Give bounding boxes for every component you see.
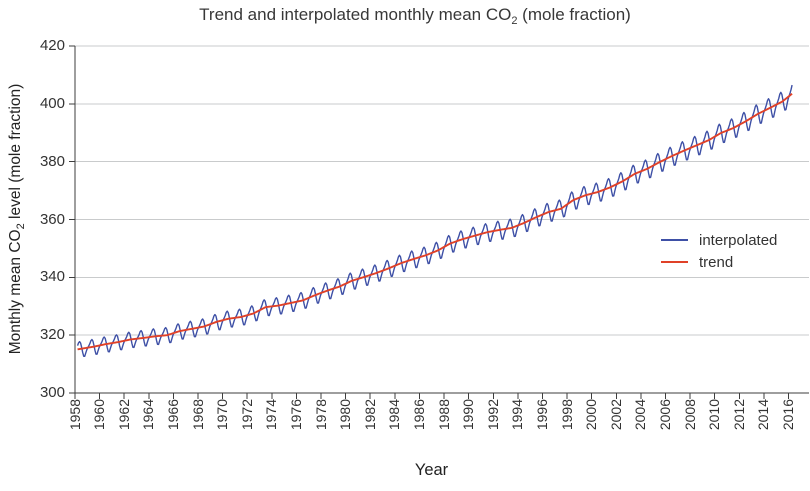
x-tick-label: 1978 (312, 399, 329, 431)
x-tick-label: 1990 (460, 399, 477, 431)
x-tick-label: 2016 (780, 399, 796, 431)
chart-title-units: (mole fraction) (517, 5, 631, 24)
y-tick-label: 340 (39, 268, 65, 286)
y-tick-label: 360 (39, 210, 65, 228)
chart-title-text: Trend and interpolated monthly mean CO (199, 5, 512, 24)
x-tick-label: 2000 (583, 399, 600, 431)
x-tick-label: 1992 (484, 399, 501, 431)
x-tick-label: 2008 (681, 399, 698, 431)
co2-subscript: 2 (511, 15, 518, 27)
x-tick-label: 1998 (558, 399, 575, 431)
x-tick-label: 2012 (730, 399, 747, 431)
y-axis-label-units: level (mole fraction) (7, 83, 24, 224)
x-tick-label: 1982 (361, 399, 378, 431)
x-tick-label: 1972 (238, 399, 255, 431)
legend-label-interpolated: interpolated (699, 231, 778, 249)
x-tick-label: 2002 (607, 399, 624, 431)
x-tick-label: 1994 (509, 399, 526, 431)
x-axis-label: Year (414, 461, 449, 479)
x-tick-label: 1988 (435, 399, 452, 431)
x-tick-label: 1970 (214, 399, 231, 431)
legend-item-trend: trend (661, 251, 777, 273)
x-tick-label: 2010 (706, 399, 723, 431)
trend-line-swatch (661, 261, 688, 263)
y-tick-label: 420 (39, 37, 65, 54)
x-tick-label: 2014 (755, 399, 772, 431)
x-tick-label: 1968 (189, 399, 206, 431)
x-tick-label: 2006 (656, 399, 673, 431)
x-tick-label: 1960 (91, 399, 108, 431)
x-tick-label: 1976 (287, 399, 304, 431)
legend: interpolated trend (661, 229, 777, 273)
x-tick-label: 1974 (263, 399, 280, 431)
x-tick-label: 1964 (140, 399, 157, 431)
y-tick-label: 400 (39, 94, 65, 112)
y-tick-label: 380 (39, 152, 65, 170)
x-tick-label: 2004 (632, 399, 649, 431)
y-axis-label-text: Monthly mean CO (7, 229, 24, 355)
y-axis-label: Monthly mean CO2 level (mole fraction) (5, 29, 27, 409)
interpolated-line (76, 84, 793, 358)
x-tick-label: 1966 (164, 399, 181, 431)
legend-item-interpolated: interpolated (661, 229, 777, 251)
y-tick-label: 320 (39, 326, 65, 344)
x-tick-label: 1986 (410, 399, 427, 431)
y-tick-label: 300 (39, 384, 65, 401)
x-tick-label: 1958 (66, 399, 83, 431)
x-tick-label: 1996 (533, 399, 550, 431)
interpolated-line-swatch (661, 239, 688, 241)
x-tick-label: 1980 (337, 399, 354, 431)
trend-line (77, 92, 793, 351)
legend-label-trend: trend (699, 253, 734, 271)
x-tick-label: 1962 (115, 399, 132, 431)
chart-title: Trend and interpolated monthly mean CO2 … (20, 5, 810, 27)
x-tick-label: 1984 (386, 399, 403, 431)
